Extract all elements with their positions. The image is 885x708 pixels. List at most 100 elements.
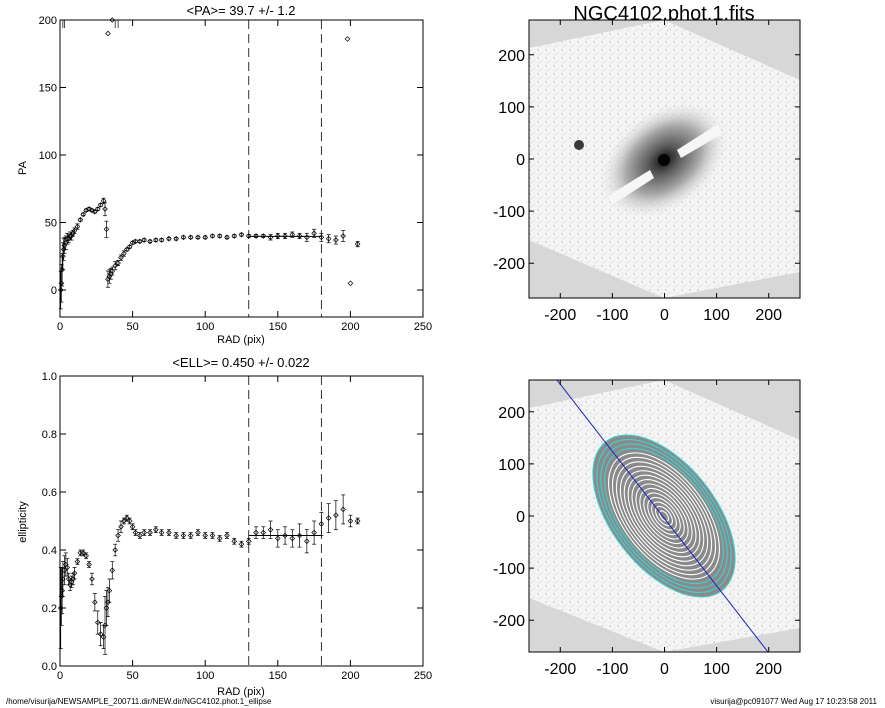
isophote-ellipse — [627, 474, 701, 558]
data-point — [173, 532, 179, 539]
data-point — [129, 524, 136, 530]
data-point — [153, 237, 159, 243]
data-point — [354, 518, 361, 524]
data-point — [158, 237, 165, 243]
data-point — [238, 231, 245, 238]
image-y-tick-label: -200 — [493, 256, 525, 273]
data-point — [304, 538, 310, 545]
data-point — [97, 631, 104, 637]
data-point — [354, 241, 361, 247]
data-point — [59, 266, 65, 273]
data-point — [282, 233, 288, 239]
data-point — [153, 526, 159, 533]
data-point — [289, 231, 296, 238]
data-point — [289, 535, 296, 542]
pa-frame — [59, 19, 424, 318]
isophote-ellipse — [592, 434, 736, 598]
data-point — [132, 238, 139, 245]
x-tick-label: 250 — [414, 321, 432, 333]
data-point — [195, 234, 201, 241]
data-point — [209, 532, 216, 539]
data-point — [275, 233, 281, 239]
data-point — [126, 244, 133, 250]
data-point — [74, 558, 81, 565]
outlier-point — [109, 17, 116, 23]
x-tick-label: 200 — [341, 670, 359, 682]
data-point — [275, 535, 281, 542]
data-point — [216, 233, 223, 239]
data-point — [311, 529, 317, 536]
data-point — [267, 234, 274, 241]
data-point — [158, 529, 165, 536]
isophote-ellipse — [655, 505, 673, 527]
image-y-tick-label: 200 — [498, 48, 525, 65]
data-point — [231, 538, 238, 545]
data-point — [123, 515, 130, 521]
ellipticity-ylabel: ellipticity — [17, 501, 29, 543]
data-point — [60, 253, 66, 260]
data-point — [238, 541, 245, 547]
data-point — [147, 529, 153, 536]
y-tick-label: 100 — [39, 150, 57, 162]
y-tick-label: 0.0 — [42, 661, 57, 673]
data-point — [109, 268, 116, 274]
data-point — [147, 238, 153, 245]
data-point — [141, 237, 148, 243]
image-y-tick-label: 0 — [516, 152, 525, 169]
data-point — [347, 518, 354, 524]
data-point — [333, 237, 339, 243]
data-point — [92, 599, 98, 605]
data-point — [187, 532, 194, 539]
data-point — [64, 564, 71, 571]
image-x-tick-label: 0 — [660, 661, 669, 678]
image-y-tick-label: 100 — [498, 100, 525, 117]
x-tick-label: 50 — [126, 670, 138, 682]
data-point — [103, 226, 110, 233]
isophote-ellipse — [639, 488, 689, 544]
data-point — [180, 532, 187, 539]
ellipticity-xlabel: RAD (pix) — [217, 686, 265, 698]
data-point — [340, 233, 346, 239]
contour-image-panel: -200 -100 0 100 200 200 100 0 -100 -200 — [493, 379, 801, 678]
data-point — [126, 518, 133, 524]
image-y-tick-label: 100 — [498, 457, 525, 474]
image-x-tick-label: 200 — [755, 307, 782, 324]
data-point — [86, 561, 92, 568]
ellipticity-data — [57, 494, 361, 655]
y-tick-label: 1.0 — [42, 371, 57, 383]
isophote-ellipse — [658, 510, 670, 522]
image-y-tick-label: -100 — [493, 561, 525, 578]
outlier-point — [344, 36, 351, 42]
isophote-ellipse — [615, 461, 713, 571]
data-point — [173, 235, 179, 242]
isophote-ellipse — [600, 443, 728, 589]
data-point — [141, 529, 148, 536]
x-tick-label: 150 — [269, 670, 287, 682]
outlier-point — [105, 30, 111, 37]
masked-wedge-lower — [608, 170, 654, 205]
data-point — [71, 570, 78, 576]
data-point — [318, 521, 325, 527]
data-point — [77, 217, 84, 223]
data-point — [121, 518, 127, 524]
pa-ticks: 0 50 100 150 200 250 0 50 100 150 200 — [39, 15, 433, 333]
x-tick-label: 0 — [57, 321, 63, 333]
data-point — [209, 233, 216, 239]
ellipticity-plot: <ELL>= 0.450 +/- 0.022 ellipticity RAD (… — [17, 355, 432, 698]
ellipticity-ticks: 0 50 100 150 200 250 0.0 0.2 0.4 0.6 0.8 1.0 — [42, 371, 432, 682]
data-point — [304, 234, 310, 241]
image-x-tick-label: 100 — [703, 307, 730, 324]
data-point — [89, 207, 95, 214]
y-tick-label: 0 — [51, 285, 57, 297]
galaxy-image-panel: NGC4102.phot.1.fits -200 -100 0 100 20020010… — [493, 3, 801, 324]
footer-timestamp: visurija@pc091077 Wed Aug 17 10:23:58 20… — [710, 697, 877, 706]
data-point — [260, 529, 267, 536]
data-point — [216, 535, 223, 542]
data-point — [180, 234, 187, 241]
y-tick-label: 50 — [45, 218, 57, 230]
major-axis-line — [556, 380, 769, 652]
data-point — [109, 567, 116, 574]
isophote-ellipse — [611, 456, 717, 576]
pa-ylabel: PA — [17, 160, 29, 175]
